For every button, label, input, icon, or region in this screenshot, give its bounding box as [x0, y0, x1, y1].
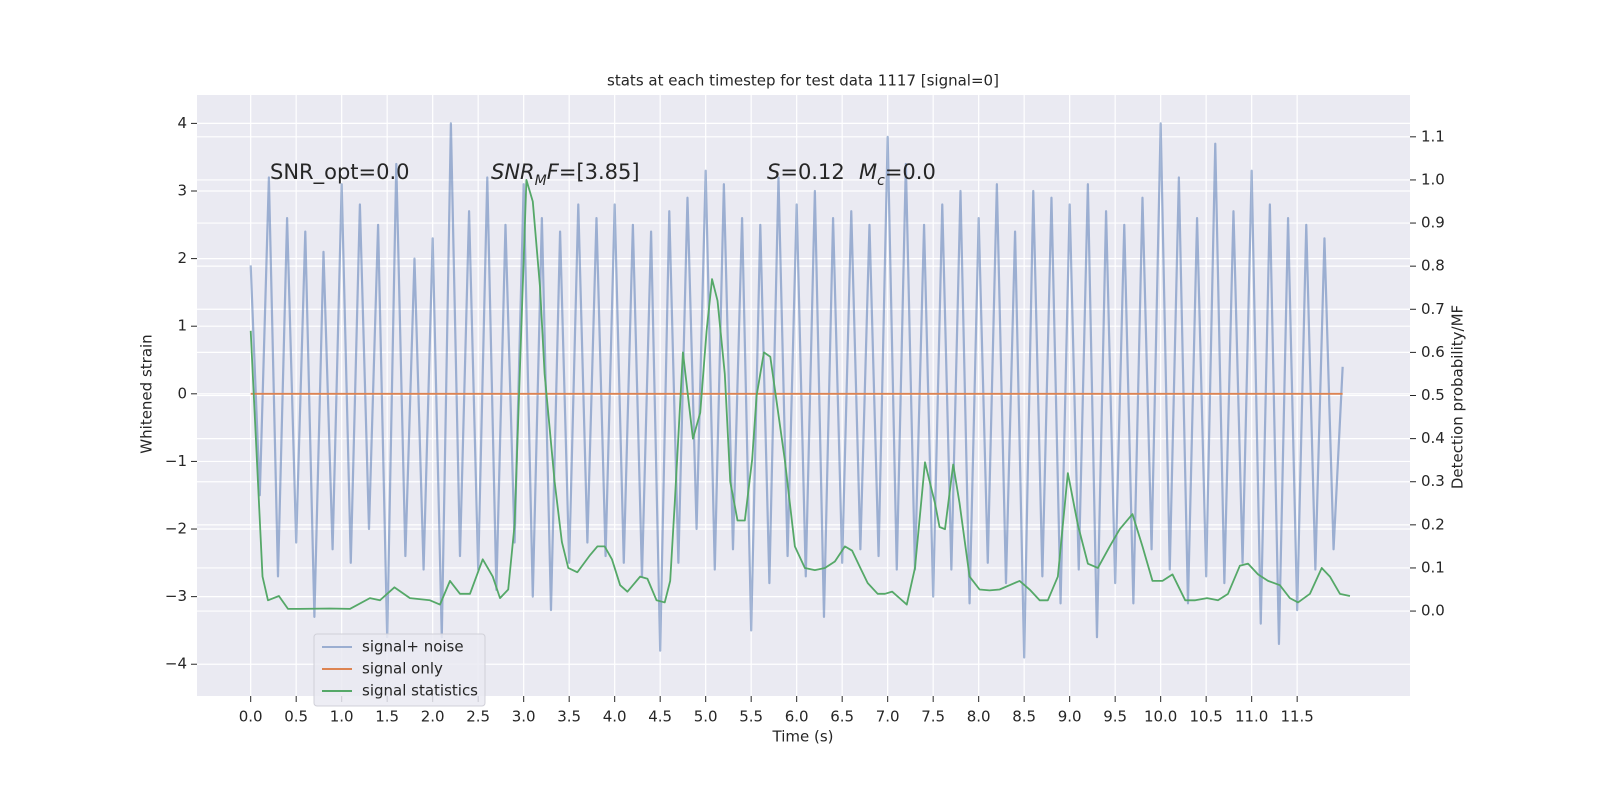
annotation-part: F [547, 160, 560, 184]
annotation-part: SNR_opt=0.0 [270, 160, 410, 185]
y-tick-label: −3 [165, 587, 187, 605]
y-tick-label: 1 [177, 317, 187, 335]
legend-label: signal statistics [362, 682, 478, 700]
annotation: SNRMF=[3.85] [491, 160, 640, 189]
x-tick-label: 7.0 [876, 708, 900, 726]
y2-tick-label: 0.1 [1421, 558, 1445, 576]
y2-axis-label: Detection probability/MF [1449, 305, 1467, 489]
legend-label: signal only [362, 660, 443, 678]
x-tick-label: 3.5 [557, 708, 581, 726]
y2-tick-label: 0.2 [1421, 515, 1445, 533]
annotation: SNR_opt=0.0 [270, 160, 410, 185]
y2-tick-label: 0.6 [1421, 343, 1445, 361]
x-tick-label: 9.0 [1058, 708, 1082, 726]
x-tick-label: 11.0 [1235, 708, 1268, 726]
x-tick-label: 8.5 [1012, 708, 1036, 726]
annotation: S=0.12 [767, 160, 845, 184]
x-tick-label: 5.0 [694, 708, 718, 726]
y2-tick-label: 1.0 [1421, 170, 1445, 188]
annotation-part: M [859, 160, 877, 184]
annotation-part: =0.0 [885, 160, 936, 184]
y-tick-label: −1 [165, 452, 187, 470]
annotation-part: =[3.85] [559, 160, 640, 184]
y-tick-label: 4 [177, 114, 187, 132]
x-tick-label: 10.5 [1189, 708, 1222, 726]
series-line [249, 179, 1351, 610]
y2-tick-label: 1.1 [1421, 127, 1445, 145]
x-tick-label: 10.0 [1144, 708, 1177, 726]
x-tick-label: 7.5 [921, 708, 945, 726]
legend-box [313, 633, 486, 707]
x-tick-label: 8.0 [967, 708, 991, 726]
x-tick-label: 0.0 [239, 708, 263, 726]
x-tick-label: 2.5 [466, 708, 490, 726]
x-tick-label: 11.5 [1280, 708, 1313, 726]
y2-tick-label: 0.9 [1421, 214, 1445, 232]
annotation-part: =0.12 [780, 160, 844, 184]
x-tick-label: 1.0 [330, 708, 354, 726]
x-tick-label: 6.5 [830, 708, 854, 726]
legend-label: signal+ noise [362, 638, 464, 656]
x-tick-label: 4.0 [603, 708, 627, 726]
x-tick-label: 3.0 [512, 708, 536, 726]
series-line [249, 122, 1344, 659]
x-axis-label: Time (s) [772, 728, 834, 746]
annotation-part: c [877, 173, 885, 189]
y2-tick-label: 0.7 [1421, 300, 1445, 318]
y2-tick-label: 0.0 [1421, 602, 1445, 620]
y2-tick-label: 0.4 [1421, 429, 1445, 447]
x-tick-label: 9.5 [1103, 708, 1127, 726]
y-tick-label: −2 [165, 520, 187, 538]
x-tick-label: 5.5 [739, 708, 763, 726]
y-tick-label: 2 [177, 249, 187, 267]
annotation-part: S [767, 160, 780, 184]
x-tick-label: 2.0 [421, 708, 445, 726]
x-tick-label: 4.5 [648, 708, 672, 726]
x-tick-label: 6.0 [785, 708, 809, 726]
y-tick-label: 0 [177, 384, 187, 402]
y-axis-label: Whitened strain [138, 334, 156, 453]
annotation: Mc=0.0 [859, 160, 936, 189]
annotation-part: SNR [491, 160, 535, 184]
y2-tick-label: 0.3 [1421, 472, 1445, 490]
y-tick-label: 3 [177, 181, 187, 199]
x-tick-label: 0.5 [284, 708, 308, 726]
y2-tick-label: 0.8 [1421, 257, 1445, 275]
x-tick-label: 1.5 [375, 708, 399, 726]
y2-tick-label: 0.5 [1421, 386, 1445, 404]
y-tick-label: −4 [165, 655, 187, 673]
annotation-part: M [535, 173, 547, 189]
chart-title: stats at each timestep for test data 111… [607, 72, 999, 90]
